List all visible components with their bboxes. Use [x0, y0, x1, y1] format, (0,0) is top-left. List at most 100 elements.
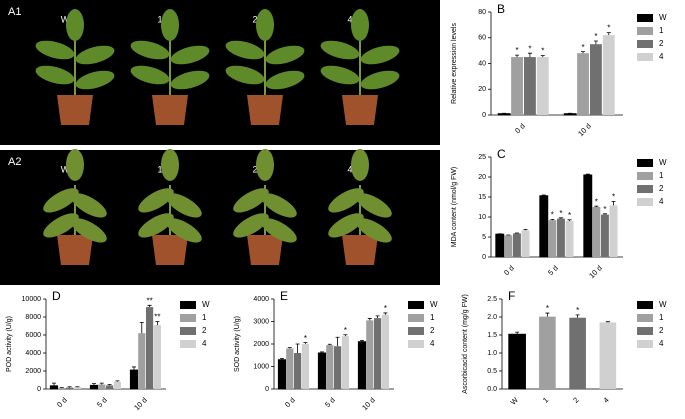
- error-bar: [540, 55, 545, 58]
- panel-letter: E: [280, 289, 288, 303]
- plant-label: 4: [347, 164, 352, 174]
- error-bar: [343, 334, 348, 337]
- bar: [317, 352, 327, 390]
- error-bar: [585, 173, 590, 175]
- legend-label: 4: [430, 339, 435, 348]
- x-tick-label: 10 d: [576, 121, 593, 138]
- significance-mark: *: [528, 44, 531, 53]
- bar: [366, 320, 374, 389]
- error-bar: [593, 40, 598, 45]
- pot: [57, 235, 93, 265]
- bar: [334, 346, 342, 389]
- bar: [521, 230, 530, 257]
- x-tick-label: 1: [541, 395, 550, 404]
- y-tick-label: 0.5: [487, 368, 497, 375]
- y-tick-label: 2.0: [487, 314, 497, 321]
- error-bar: [295, 343, 300, 353]
- error-bar: [67, 386, 72, 388]
- legend-label: 2: [430, 326, 435, 335]
- significance-mark: *: [551, 211, 554, 220]
- bar: [357, 341, 367, 390]
- bar: [66, 387, 74, 389]
- legend-swatch: [637, 198, 653, 206]
- leaf: [166, 193, 202, 218]
- leaf: [138, 188, 174, 213]
- significance-mark: *: [568, 211, 571, 220]
- x-tick-label: W: [509, 395, 521, 407]
- significance-mark: *: [594, 32, 597, 41]
- significance-mark: *: [546, 304, 549, 313]
- plant-label: W: [61, 14, 70, 24]
- y-axis-label: Relative expression levels: [451, 23, 458, 104]
- bar: [129, 369, 139, 390]
- legend-swatch: [637, 53, 653, 61]
- leaf: [138, 213, 174, 238]
- error-bar: [91, 383, 96, 386]
- bar: [565, 221, 574, 257]
- y-tick-label: 15: [478, 194, 486, 201]
- pot: [247, 95, 283, 125]
- bar: [504, 235, 513, 257]
- leaf: [233, 188, 269, 213]
- y-tick-label: 0.0: [487, 386, 497, 393]
- error-bar: [359, 340, 364, 342]
- leaf: [71, 218, 107, 243]
- y-tick-label: 20: [478, 86, 486, 93]
- leaf: [351, 149, 369, 181]
- legend-label: 4: [659, 339, 664, 348]
- significance-mark: *: [541, 47, 544, 56]
- y-tick-label: 10000: [22, 296, 42, 303]
- bar: [341, 336, 349, 389]
- error-bar: [335, 336, 340, 347]
- y-tick-label: 8000: [25, 314, 41, 321]
- error-bar: [594, 205, 599, 207]
- leaf: [170, 70, 210, 90]
- x-tick-label: 10 d: [587, 263, 604, 280]
- leaf: [351, 9, 369, 41]
- error-bar: [606, 32, 611, 36]
- error-bar: [558, 217, 563, 219]
- bar: [113, 381, 121, 389]
- bar: [153, 325, 161, 389]
- bar: [590, 44, 602, 115]
- y-tick-label: 80: [478, 9, 486, 16]
- plant-label: W: [61, 164, 70, 174]
- bar: [146, 307, 154, 389]
- x-tick-label: 4: [601, 395, 610, 404]
- panel-letter: F: [508, 289, 515, 303]
- error-bar: [550, 219, 555, 221]
- plant-label: 2: [252, 164, 257, 174]
- pot: [342, 235, 378, 265]
- leaf: [261, 218, 297, 243]
- leaf: [328, 213, 364, 238]
- error-bar: [611, 201, 616, 206]
- error-bar: [279, 358, 284, 360]
- bar: [539, 195, 549, 258]
- error-bar: [375, 315, 380, 319]
- legend-swatch: [637, 314, 653, 322]
- significance-mark: *: [559, 209, 562, 218]
- legend-label: 4: [659, 52, 664, 61]
- leaf: [360, 70, 400, 90]
- x-tick-label: 0 d: [283, 395, 297, 409]
- panel-letter: B: [497, 2, 505, 16]
- leaf: [75, 45, 115, 65]
- y-tick-label: 5: [482, 234, 486, 241]
- legend-label: W: [202, 300, 210, 309]
- bar: [513, 233, 521, 257]
- error-bar: [527, 52, 532, 58]
- y-tick-label: 60: [478, 35, 486, 42]
- bar: [277, 359, 287, 390]
- bar: [73, 387, 81, 389]
- pot: [342, 95, 378, 125]
- legend-swatch: [408, 314, 424, 322]
- legend-swatch: [180, 327, 196, 335]
- bar: [524, 57, 536, 115]
- error-bar: [602, 213, 607, 215]
- error-bar: [383, 312, 388, 315]
- legend-swatch: [180, 301, 196, 309]
- panel-letter: D: [52, 289, 61, 303]
- plant-label: 1: [157, 164, 162, 174]
- leaf: [66, 149, 84, 181]
